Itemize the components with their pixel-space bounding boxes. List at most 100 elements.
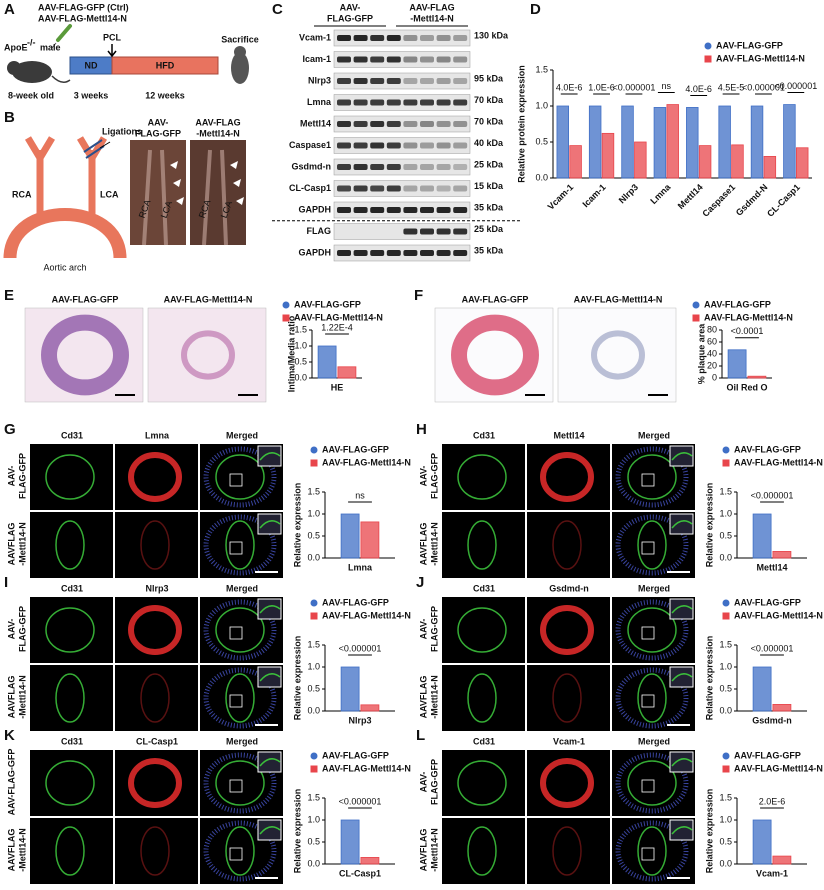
- panel-label: L: [416, 727, 425, 744]
- x-tick-label: Nlrp3: [348, 715, 371, 725]
- fluorescence-image: [442, 750, 525, 816]
- bar: [634, 141, 647, 179]
- fluorescence-image: [30, 512, 113, 578]
- bar: [340, 666, 360, 712]
- blot-strip: [333, 51, 471, 68]
- vessel-stain: [140, 826, 170, 876]
- legend-label: AAV-FLAG-GFP: [322, 597, 389, 607]
- fluorescence-image: [527, 818, 610, 884]
- inset: [257, 819, 282, 841]
- vessel-stain: [467, 673, 497, 723]
- blot-band: [370, 185, 385, 192]
- significance-label: <0.0001: [731, 326, 764, 336]
- blot-band: [386, 164, 401, 170]
- blot-band: [370, 56, 385, 63]
- legend-marker: [704, 42, 712, 50]
- sacrificed-mouse: [231, 52, 249, 84]
- kda-marker: 130 kDa: [474, 30, 509, 40]
- blot-band: [403, 121, 418, 127]
- fluorescence-image: [442, 818, 525, 884]
- nuclei-stain: [203, 514, 277, 576]
- y-tick-label: 1.5: [307, 792, 320, 802]
- row-label: AAVFLAG: [418, 829, 428, 872]
- arrowhead: [230, 161, 238, 169]
- stain-label: Nlrp3: [145, 583, 168, 593]
- x-tick-label: CL-Casp1: [339, 868, 381, 878]
- y-tick-label: 40: [707, 348, 717, 358]
- legend-marker: [310, 459, 318, 467]
- blot-band: [453, 56, 468, 63]
- kda-marker: 35 kDa: [474, 202, 504, 212]
- nuclei-stain: [203, 667, 277, 729]
- bar: [718, 105, 731, 179]
- blot-band: [370, 250, 385, 256]
- stain-label: Merged: [638, 736, 670, 746]
- legend-marker: [310, 446, 318, 454]
- ligation: [83, 139, 105, 159]
- blot-band: [453, 207, 468, 213]
- row-label: -Mettl14-N: [17, 675, 27, 719]
- mouse-sex: male: [40, 42, 61, 52]
- kda-marker: 25 kDa: [474, 224, 504, 234]
- y-tick-label: 0: [712, 372, 717, 382]
- y-tick-label: 0.0: [307, 705, 320, 715]
- inset-box: [641, 626, 655, 640]
- inset: [669, 445, 694, 467]
- vessel-label: LCA: [100, 189, 119, 199]
- blot-band: [337, 78, 351, 84]
- inset-detail: [259, 826, 281, 835]
- significance-label: 4.0E-6: [685, 84, 712, 94]
- vessel-stain: [128, 605, 182, 655]
- row-label: FLAG-GFP: [17, 606, 27, 652]
- blot-band: [386, 99, 401, 106]
- y-axis-label: Relative expression: [292, 636, 302, 721]
- syringe-needle: [51, 42, 57, 49]
- x-tick-label: Mettl14: [756, 562, 787, 572]
- bar: [666, 104, 679, 179]
- vessel-stain: [467, 520, 497, 570]
- bar: [588, 105, 602, 179]
- blot-band: [370, 99, 385, 106]
- blot-band: [370, 35, 385, 41]
- y-tick-label: 0.0: [719, 858, 732, 868]
- legend-label: AAV-FLAG-Mettl14-N: [734, 763, 823, 773]
- blot-band: [386, 78, 401, 84]
- blot-band: [353, 99, 368, 106]
- bar: [752, 513, 772, 559]
- y-tick-label: 0.0: [294, 372, 307, 382]
- inset-box: [229, 779, 243, 793]
- blot-band: [436, 99, 451, 106]
- blot-band: [337, 99, 351, 106]
- blot-band: [420, 142, 434, 149]
- significance-label: <0.000001: [339, 643, 382, 653]
- vessel-stain: [627, 454, 677, 500]
- inset-box: [641, 847, 655, 861]
- x-tick-label: HE: [331, 382, 344, 392]
- nuclei-stain: [615, 599, 689, 661]
- blot-group: FLAG-GFP: [327, 13, 373, 23]
- inset-detail: [671, 520, 693, 529]
- stain-label: Cd31: [61, 430, 83, 440]
- blot-name: GAPDH: [298, 204, 331, 214]
- blot-band: [453, 142, 468, 149]
- y-tick-label: 1.5: [535, 64, 548, 74]
- y-tick-label: 20: [707, 360, 717, 370]
- inset: [669, 598, 694, 620]
- y-tick-label: 0.0: [719, 705, 732, 715]
- row-label: AAV-: [418, 619, 428, 640]
- blot-band: [420, 185, 434, 192]
- fluorescence-image: [30, 665, 113, 731]
- fluorescence-image: [527, 665, 610, 731]
- stain-label: Cd31: [61, 736, 83, 746]
- significance-label: 1.0E-6: [588, 82, 615, 92]
- fluorescence-image: [115, 512, 198, 578]
- fluorescence-image: [442, 665, 525, 731]
- y-tick-label: 1.0: [307, 814, 320, 824]
- legend-label: AAV-FLAG-GFP: [716, 40, 783, 50]
- bar: [340, 819, 360, 865]
- blot-band: [386, 56, 401, 63]
- blot-band: [403, 185, 418, 192]
- fluorescence-image: [442, 444, 525, 510]
- stain-label: CL-Casp1: [136, 736, 178, 746]
- mouse-strain: ApoE: [4, 42, 28, 52]
